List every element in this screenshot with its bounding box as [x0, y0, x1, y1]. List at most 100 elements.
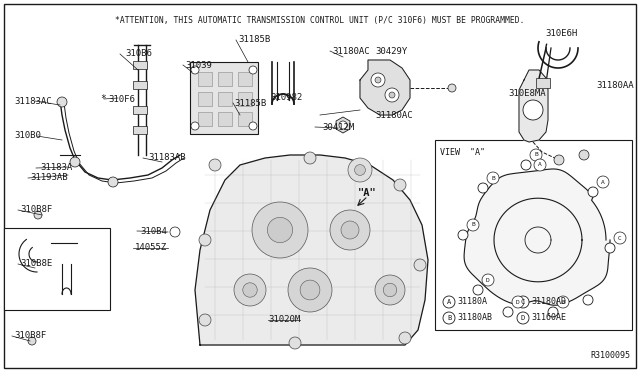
Circle shape	[191, 66, 199, 74]
Bar	[238, 92, 252, 106]
Text: 31180AC: 31180AC	[332, 46, 370, 55]
Text: VIEW  "A": VIEW "A"	[440, 148, 485, 157]
Circle shape	[458, 230, 468, 240]
Circle shape	[355, 164, 365, 176]
Polygon shape	[464, 169, 610, 305]
Text: 31180AA: 31180AA	[596, 80, 634, 90]
Text: 31180AB: 31180AB	[457, 314, 492, 323]
Text: 310B4: 310B4	[140, 227, 167, 235]
Circle shape	[478, 183, 488, 193]
Bar	[536, 78, 550, 88]
Circle shape	[330, 210, 370, 250]
Circle shape	[243, 283, 257, 297]
Circle shape	[554, 155, 564, 165]
Circle shape	[304, 152, 316, 164]
Circle shape	[348, 158, 372, 182]
Circle shape	[300, 280, 320, 300]
Circle shape	[482, 274, 494, 286]
Circle shape	[289, 337, 301, 349]
Circle shape	[399, 332, 411, 344]
Bar	[435, 140, 632, 330]
Text: B: B	[447, 315, 451, 321]
Text: 31039: 31039	[185, 61, 212, 70]
Circle shape	[588, 187, 598, 197]
Text: 31183AC: 31183AC	[14, 96, 52, 106]
Circle shape	[597, 176, 609, 188]
Circle shape	[57, 97, 67, 107]
Circle shape	[521, 160, 531, 170]
Bar	[190, 62, 258, 134]
Circle shape	[383, 283, 397, 297]
Circle shape	[288, 268, 332, 312]
Circle shape	[341, 221, 359, 239]
Text: 310982: 310982	[270, 93, 302, 103]
Text: 31020M: 31020M	[268, 315, 300, 324]
Bar	[198, 92, 212, 106]
Text: 310B8E: 310B8E	[20, 260, 52, 269]
Circle shape	[512, 296, 524, 308]
Circle shape	[268, 217, 292, 243]
Bar	[198, 72, 212, 86]
Text: 31183A: 31183A	[40, 164, 72, 173]
Circle shape	[605, 243, 615, 253]
Circle shape	[548, 307, 558, 317]
Bar	[218, 72, 232, 86]
Circle shape	[170, 227, 180, 237]
Circle shape	[199, 234, 211, 246]
Circle shape	[467, 219, 479, 231]
Text: D: D	[516, 299, 520, 305]
Text: 30429Y: 30429Y	[375, 46, 407, 55]
Text: D: D	[486, 278, 490, 282]
Bar	[133, 81, 147, 89]
Circle shape	[385, 88, 399, 102]
Text: R3100095: R3100095	[590, 351, 630, 360]
Circle shape	[583, 295, 593, 305]
Circle shape	[375, 275, 405, 305]
Circle shape	[70, 157, 80, 167]
Text: 310E6H: 310E6H	[545, 29, 577, 38]
Circle shape	[557, 296, 569, 308]
Circle shape	[473, 285, 483, 295]
Text: D: D	[521, 315, 525, 321]
Circle shape	[209, 159, 221, 171]
Circle shape	[191, 122, 199, 130]
Circle shape	[28, 337, 36, 345]
Bar	[133, 126, 147, 134]
Circle shape	[339, 121, 347, 129]
Bar	[238, 72, 252, 86]
Text: 31185B: 31185B	[238, 35, 270, 45]
Circle shape	[523, 100, 543, 120]
Circle shape	[394, 179, 406, 191]
Text: 310E8MA: 310E8MA	[508, 89, 546, 97]
Circle shape	[517, 296, 529, 308]
Bar	[133, 106, 147, 114]
Polygon shape	[360, 60, 410, 115]
Circle shape	[199, 314, 211, 326]
Circle shape	[375, 77, 381, 83]
Text: "A": "A"	[358, 188, 377, 198]
Polygon shape	[195, 155, 428, 345]
Text: *: *	[100, 94, 106, 104]
Bar	[238, 112, 252, 126]
Text: C: C	[521, 299, 525, 305]
Circle shape	[414, 259, 426, 271]
Circle shape	[579, 150, 589, 160]
Text: B: B	[534, 153, 538, 157]
Bar	[218, 92, 232, 106]
Text: B: B	[561, 299, 565, 305]
Circle shape	[614, 232, 626, 244]
Text: 31160AE: 31160AE	[531, 314, 566, 323]
Circle shape	[503, 307, 513, 317]
Text: 310B0: 310B0	[14, 131, 41, 141]
Circle shape	[534, 159, 546, 171]
Circle shape	[34, 211, 42, 219]
Text: 30412M: 30412M	[322, 122, 355, 131]
Text: A: A	[538, 163, 542, 167]
Text: C: C	[618, 235, 622, 241]
Bar	[218, 112, 232, 126]
Text: 310B8F: 310B8F	[20, 205, 52, 215]
Bar	[133, 61, 147, 69]
Text: 31180A: 31180A	[457, 298, 487, 307]
Circle shape	[249, 122, 257, 130]
Text: B: B	[471, 222, 475, 228]
